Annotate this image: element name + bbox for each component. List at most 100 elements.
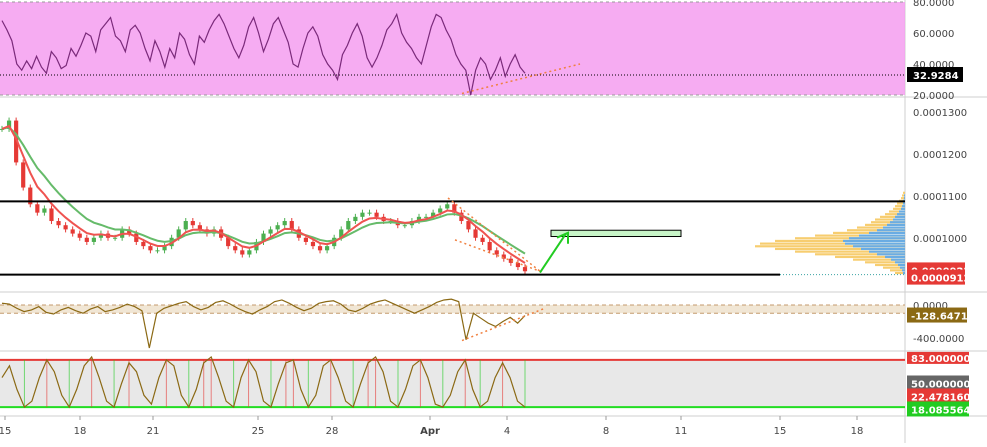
volume-profile-buy-bar [865, 223, 905, 226]
price-tick-label: 0.0001200 [913, 150, 967, 161]
volume-profile-sell-bar [859, 234, 905, 237]
target-zone-box [550, 229, 682, 238]
volume-profile-sell-bar [900, 266, 905, 269]
volume-profile-buy-bar [755, 245, 905, 248]
rsi-tick-label: 80.0000 [913, 0, 954, 9]
cci-tick-label: 0.0000 [913, 301, 948, 312]
price-tick-label: 0.0001300 [913, 108, 967, 119]
price-candle [0, 128, 5, 130]
price-candle [423, 216, 429, 218]
price-candle [416, 216, 422, 222]
price-candle [445, 204, 450, 209]
rsi-tick-label: 40.0000 [913, 60, 954, 71]
price-candle [487, 241, 492, 251]
price-candle [247, 250, 252, 255]
price-candle [21, 162, 26, 188]
volume-profile-sell-bar [849, 237, 905, 240]
stoch-mid-badge [907, 375, 969, 391]
stoch-mid-label: 50.0000000 [911, 380, 977, 391]
price-candle [226, 237, 231, 247]
price-candle [98, 233, 104, 238]
volume-profile-buy-bar [857, 226, 905, 229]
stoch-value-badge [907, 388, 969, 404]
rsi-trendline [461, 63, 581, 95]
x-axis-label: 15 [0, 426, 11, 437]
volume-profile-sell-bar [843, 239, 905, 243]
x-axis-label: 11 [675, 426, 688, 437]
price-candle [70, 229, 75, 234]
volume-profile-buy-bar [903, 191, 905, 194]
price-candle [49, 208, 54, 222]
rsi-tick-label: 20.0000 [913, 91, 954, 102]
volume-profile-buy-bar [847, 229, 905, 232]
price-candle [473, 229, 478, 238]
price-candle [268, 229, 273, 234]
volume-profile-buy-bar [885, 213, 905, 216]
price-candle [63, 225, 68, 230]
price-candle [56, 221, 61, 226]
price-candle [367, 212, 372, 214]
price-candle [42, 208, 47, 213]
price-candle [134, 233, 139, 242]
price-candle [282, 221, 287, 226]
price-candle [289, 221, 294, 230]
price-candle [522, 267, 528, 272]
ema-fast-line [1, 124, 526, 264]
volume-profile-buy-bar [875, 263, 905, 267]
volume-profile-buy-bar [815, 253, 905, 256]
volume-profile-buy-bar [902, 194, 905, 197]
x-axis-label: 15 [774, 426, 787, 437]
stoch-upper-badge [907, 351, 969, 364]
price-candle [197, 225, 202, 230]
price-candle [480, 237, 485, 242]
volume-profile-buy-bar [889, 210, 905, 213]
x-axis-label: 4 [504, 426, 510, 437]
volume-profile-buy-bar [853, 258, 905, 261]
x-axis-label: Apr [420, 426, 440, 437]
cci-tick-label: -400.0000 [913, 334, 964, 345]
price-candle [77, 233, 82, 238]
volume-profile-sell-bar [895, 261, 905, 264]
price-candle [261, 233, 266, 242]
price-candle [360, 212, 365, 217]
volume-profile-buy-bar [775, 247, 905, 251]
price-candle [353, 216, 358, 222]
volume-profile-sell-bar [903, 271, 905, 275]
price-candle [127, 229, 132, 234]
price-candle [28, 187, 33, 205]
volume-profile-sell-bar [861, 247, 905, 251]
stoch-series-line [1, 355, 526, 409]
price-candle [162, 246, 167, 251]
price-candle [339, 229, 344, 238]
price-candle [310, 241, 316, 247]
volume-profile-sell-bar [890, 221, 905, 224]
volume-profile-sell-bar [899, 210, 905, 213]
volume-profile-buy-bar [875, 218, 905, 221]
price-candle [317, 246, 323, 251]
wedge-lower-trendline [454, 239, 541, 272]
x-axis-label: 18 [74, 426, 87, 437]
price-candle [438, 208, 443, 213]
volume-profile-sell-bar [897, 213, 905, 216]
volume-profile-buy-bar [893, 207, 905, 210]
price-candle [508, 258, 513, 263]
price-candle [494, 250, 499, 255]
price-candle [6, 120, 12, 129]
price-candle [501, 254, 506, 259]
volume-profile-sell-bar [887, 223, 905, 226]
rsi-band [0, 2, 905, 95]
x-axis-label: 28 [326, 426, 339, 437]
volume-profile-sell-bar [845, 242, 905, 245]
volume-profile-buy-bar [895, 271, 905, 275]
volume-profile-buy-bar [883, 266, 905, 269]
volume-profile-sell-bar [869, 250, 905, 253]
price-candle [148, 246, 153, 251]
price-candle [176, 229, 181, 238]
volume-profile-buy-bar [871, 221, 905, 224]
price-tick-label: 0.0001000 [913, 234, 967, 245]
stoch-lower-label: 18.0855647 [911, 405, 977, 416]
stoch-upper-label: 83.0000000 [911, 354, 977, 365]
price-candle [303, 237, 308, 242]
